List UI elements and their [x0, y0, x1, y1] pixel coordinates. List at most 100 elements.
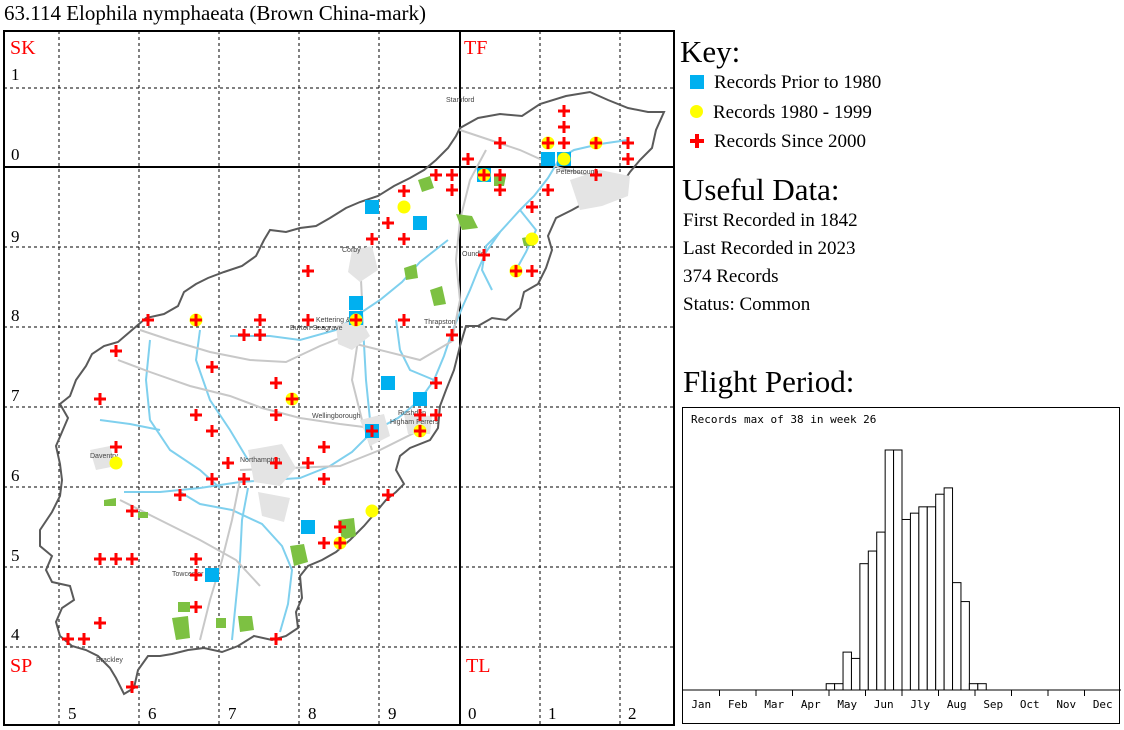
northing-label: 4	[11, 625, 20, 644]
flight-bar	[977, 683, 987, 691]
month-label: Jan	[691, 698, 711, 711]
record-since-2000	[350, 318, 362, 322]
town-label: Thrapston	[424, 319, 456, 326]
record-since-2000	[430, 413, 442, 417]
record-since-2000	[110, 349, 122, 353]
record-1980-1999	[557, 152, 571, 166]
yellow-circle-icon	[690, 105, 703, 119]
flight-bar	[884, 449, 895, 691]
northing-label: 0	[11, 145, 20, 164]
record-since-2000	[302, 461, 314, 465]
record-since-2000	[190, 573, 202, 577]
record-since-2000	[398, 318, 410, 322]
rivers	[99, 139, 629, 641]
record-since-2000	[430, 381, 442, 385]
town-label: Burton Seagrave	[290, 325, 343, 332]
northing-label: 6	[11, 466, 20, 485]
county-boundary	[39, 90, 666, 696]
legend-item-since-2000: Records Since 2000	[690, 131, 866, 153]
square-label: SK	[10, 37, 36, 59]
flight-period-note: Records max of 38 in week 26	[691, 413, 877, 426]
month-label: May	[837, 698, 857, 711]
red-plus-icon	[690, 133, 704, 148]
record-1980-1999	[525, 232, 539, 246]
record-1980-1999	[365, 504, 379, 518]
town-label: Higham Ferrers	[390, 419, 439, 426]
record-since-2000	[334, 525, 346, 529]
square-label: TF	[464, 37, 487, 59]
map-grid	[3, 30, 675, 726]
town-label: Kettering &	[316, 317, 351, 324]
record-prior-1980	[413, 216, 427, 230]
record-prior-1980	[381, 376, 395, 390]
record-since-2000	[318, 541, 330, 545]
square-label: SP	[10, 655, 32, 677]
record-since-2000	[270, 461, 282, 465]
northing-label: 8	[11, 306, 20, 325]
record-since-2000	[94, 621, 106, 625]
record-since-2000	[126, 557, 138, 561]
easting-label: 8	[308, 704, 317, 723]
month-label: Nov	[1056, 698, 1076, 711]
northing-label: 5	[11, 546, 20, 565]
record-since-2000	[526, 205, 538, 209]
record-since-2000	[206, 477, 218, 481]
easting-label: 2	[628, 704, 637, 723]
month-label: Sep	[983, 698, 1003, 711]
record-since-2000	[382, 493, 394, 497]
record-since-2000	[398, 189, 410, 193]
record-since-2000	[126, 509, 138, 513]
record-since-2000	[238, 477, 250, 481]
record-since-2000	[590, 141, 602, 145]
flight-bar	[834, 683, 844, 691]
record-since-2000	[494, 173, 506, 177]
record-since-2000	[590, 173, 602, 177]
town-label: Daventry	[90, 453, 119, 460]
flight-bar	[909, 512, 920, 691]
record-since-2000	[270, 413, 282, 417]
record-since-2000	[302, 318, 314, 322]
record-since-2000	[126, 685, 138, 689]
easting-label: 7	[228, 704, 237, 723]
record-since-2000	[382, 221, 394, 225]
easting-label: 6	[148, 704, 157, 723]
flight-period-heading: Flight Period:	[683, 364, 855, 399]
record-since-2000	[542, 141, 554, 145]
month-label: Dec	[1093, 698, 1113, 711]
legend-item-1980-1999: Records 1980 - 1999	[690, 102, 872, 124]
record-since-2000	[446, 333, 458, 337]
flight-period-chart: Records max of 38 in week 26 Jan Feb Mar Ap…	[682, 407, 1121, 724]
flight-bar	[850, 657, 861, 691]
month-label: Aug	[947, 698, 967, 711]
record-since-2000	[494, 188, 506, 192]
record-since-2000	[526, 269, 538, 273]
flight-period-svg: Jan Feb Mar Apr May Jun Jly Aug Sep Oct Nov Dec	[683, 449, 1121, 711]
record-since-2000	[558, 125, 570, 129]
flight-bar	[935, 493, 945, 691]
record-since-2000	[238, 333, 250, 337]
month-label: Jun	[874, 698, 894, 711]
record-prior-1980	[301, 520, 315, 534]
record-since-2000	[78, 637, 90, 641]
record-prior-1980	[205, 568, 219, 582]
record-since-2000	[222, 461, 234, 465]
status: Status: Common	[683, 294, 811, 315]
first-recorded: First Recorded in 1842	[683, 210, 858, 231]
flight-bar	[876, 531, 886, 691]
record-since-2000	[414, 413, 426, 417]
month-label: Mar	[764, 698, 784, 711]
record-since-2000	[206, 429, 218, 433]
month-label: Oct	[1020, 698, 1040, 711]
record-since-2000	[446, 188, 458, 192]
flight-bar	[952, 582, 962, 691]
flight-bar	[918, 506, 928, 691]
easting-label: 1	[548, 704, 557, 723]
last-recorded: Last Recorded in 2023	[683, 238, 856, 259]
record-since-2000	[446, 173, 458, 177]
flight-bar	[867, 550, 878, 691]
flight-bar	[825, 683, 836, 691]
record-prior-1980	[349, 296, 363, 310]
flight-bar	[943, 487, 954, 691]
record-since-2000	[110, 557, 122, 561]
